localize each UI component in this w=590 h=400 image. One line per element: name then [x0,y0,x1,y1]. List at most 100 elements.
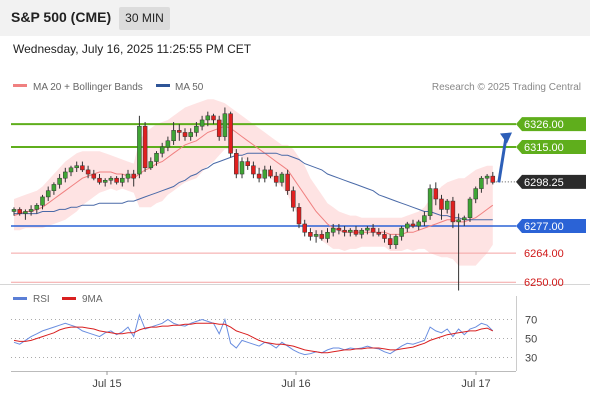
candle [313,230,319,243]
candle [490,171,496,185]
candle [245,157,250,170]
level-label: 6326.00 [524,119,564,131]
candle [348,228,353,237]
candle [433,182,439,206]
ma50-line [14,152,493,221]
candle [467,196,473,222]
rsi-tick-label: 30 [525,353,537,365]
forecast-arrow [497,137,508,183]
candle [57,174,62,189]
forecast-arrow-head [500,132,512,144]
candle [302,219,307,237]
candle [165,136,171,152]
candle [427,184,433,220]
candle [359,228,364,239]
candle [211,113,216,125]
candle [422,211,427,227]
candle [17,207,22,216]
source-label: Research © 2025 Trading Central [432,82,581,93]
candle [370,223,376,237]
candle [444,199,450,214]
candle [194,122,199,137]
candle [439,194,444,220]
candle [80,161,85,172]
candle [387,234,393,249]
candle [251,161,256,179]
candle [342,226,347,237]
level-label: 6250.00 [524,277,564,289]
datetime-label: Wednesday, July 16, 2025 11:25:55 PM CET [13,42,252,56]
candle [256,167,262,183]
candle [234,149,239,179]
level-tag-resistance [516,140,586,154]
candle [222,107,228,141]
candle [296,203,302,229]
legend-ma20-label: MA 20 + Bollinger Bands [33,82,143,93]
candle [23,209,28,220]
timeframe-button[interactable]: 30 MIN [119,7,170,30]
candle [268,165,273,179]
candle [108,176,114,185]
candle [473,186,478,204]
candle [131,169,136,187]
candle [382,230,387,243]
candle [205,111,211,127]
candle [308,228,313,241]
candle [171,122,176,145]
candle [125,169,131,183]
candle [154,151,159,166]
candle [148,157,154,170]
candle [85,165,91,179]
level-tag-resistance [516,117,586,132]
rsi-ma9-line [13,322,494,354]
rsi-tick-label: 70 [525,315,537,327]
legend-ma50-label: MA 50 [175,82,204,93]
candle [376,228,382,237]
level-label: 6264.00 [524,248,564,260]
candle [97,174,102,185]
current-price-label: 6298.25 [524,177,564,189]
candle [416,219,421,231]
candle [28,205,34,216]
candle [239,157,245,179]
legend-rsi-swatch [13,297,27,300]
candle [51,182,57,195]
candle [68,165,74,177]
candle [45,186,51,202]
candle [291,186,296,212]
header-bar: S&P 500 (CME) 30 MIN [0,0,590,36]
candle [365,226,370,235]
level-label: 6277.00 [524,221,564,233]
candle [399,226,404,241]
candle [484,174,490,185]
candle [456,213,461,291]
candle [40,194,45,210]
candle [228,111,233,158]
candle [216,115,222,141]
candle [479,176,484,193]
candle [34,203,40,214]
candle [11,207,17,216]
candle [114,176,119,185]
legend-9ma-label: 9MA [82,294,103,305]
candle [462,215,467,227]
candle [74,161,79,172]
candle [63,167,68,183]
candle [319,230,325,241]
legend-9ma-swatch [62,297,76,300]
candle [177,124,182,141]
candle [336,223,342,235]
candle [188,128,193,141]
candle [91,169,97,181]
candle [410,219,416,229]
candle [137,115,142,179]
x-axis-label: Jul 15 [92,378,121,390]
candle [405,221,410,233]
level-label: 6315.00 [524,142,564,154]
candle [285,169,290,195]
candle [393,234,399,249]
rsi-line [13,313,494,356]
x-axis-label: Jul 17 [461,378,490,390]
